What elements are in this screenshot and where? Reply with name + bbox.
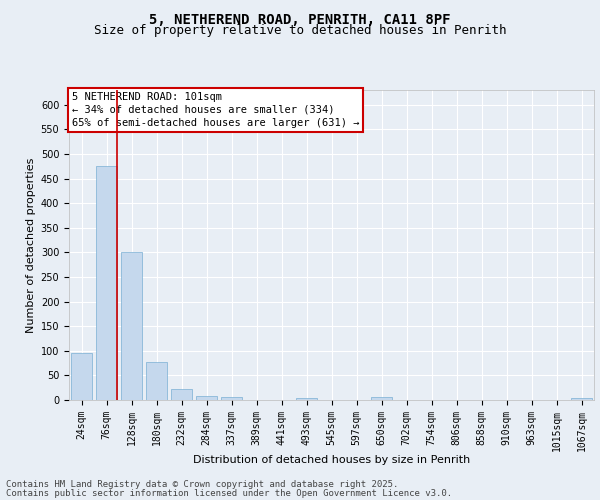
Bar [296,398,317,400]
Y-axis label: Number of detached properties: Number of detached properties [26,158,37,332]
Bar [221,396,242,400]
Bar [121,252,142,400]
Bar [71,354,92,400]
Bar [371,396,392,400]
Bar [96,166,117,400]
Text: 5 NETHEREND ROAD: 101sqm
← 34% of detached houses are smaller (334)
65% of semi-: 5 NETHEREND ROAD: 101sqm ← 34% of detach… [71,92,359,128]
Text: Contains HM Land Registry data © Crown copyright and database right 2025.: Contains HM Land Registry data © Crown c… [6,480,398,489]
Text: Size of property relative to detached houses in Penrith: Size of property relative to detached ho… [94,24,506,37]
Text: Contains public sector information licensed under the Open Government Licence v3: Contains public sector information licen… [6,489,452,498]
X-axis label: Distribution of detached houses by size in Penrith: Distribution of detached houses by size … [193,455,470,465]
Text: 5, NETHEREND ROAD, PENRITH, CA11 8PF: 5, NETHEREND ROAD, PENRITH, CA11 8PF [149,12,451,26]
Bar [571,398,592,400]
Bar [196,396,217,400]
Bar [171,389,192,400]
Bar [146,362,167,400]
